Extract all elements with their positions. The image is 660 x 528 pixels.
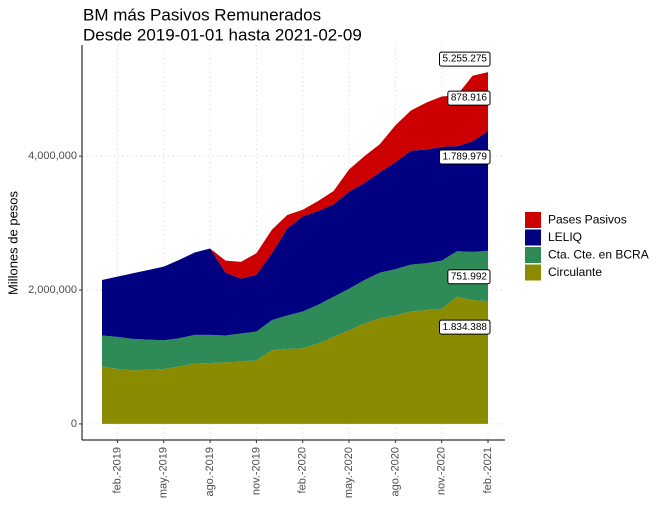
label-box bbox=[447, 90, 491, 106]
legend-label: Pases Pasivos bbox=[548, 213, 627, 227]
x-tick-label: feb.-2019 bbox=[111, 447, 123, 493]
legend-label: Cta. Cte. en BCRA bbox=[548, 248, 649, 262]
area bbox=[102, 130, 488, 341]
y-tick-label: 0 bbox=[71, 418, 77, 430]
value-label: 1.834.388 bbox=[439, 319, 491, 335]
area bbox=[102, 296, 488, 424]
area bbox=[102, 250, 488, 371]
x-tick-label: may.-2020 bbox=[343, 447, 355, 498]
value-label-text: 1.789.979 bbox=[443, 152, 488, 163]
legend-swatch bbox=[525, 212, 541, 228]
value-label-text: 878.916 bbox=[451, 93, 488, 104]
value-label: 1.789.979 bbox=[439, 149, 491, 165]
value-label: 5.255.275 bbox=[439, 51, 491, 67]
y-axis-label: Millones de pesos bbox=[5, 190, 20, 295]
y-tick-label: 2,000,000 bbox=[28, 284, 77, 296]
value-label: 878.916 bbox=[447, 90, 491, 106]
legend-label: LELIQ bbox=[548, 230, 582, 244]
x-tick-label: may.-2019 bbox=[158, 447, 170, 498]
label-box bbox=[439, 51, 491, 67]
legend-swatch bbox=[525, 229, 541, 246]
x-tick-label: ago.-2020 bbox=[389, 447, 401, 497]
chart-title: BM más Pasivos Remunerados bbox=[83, 5, 321, 24]
label-box bbox=[439, 319, 491, 335]
label-box bbox=[439, 149, 491, 165]
label-box bbox=[447, 269, 491, 285]
value-label: 751.992 bbox=[447, 269, 491, 285]
legend-swatch bbox=[525, 264, 541, 281]
x-tick-label: feb.-2021 bbox=[482, 447, 494, 493]
y-tick-label: 4,000,000 bbox=[28, 150, 77, 162]
x-tick-label: nov.-2019 bbox=[250, 447, 262, 495]
chart-subtitle: Desde 2019-01-01 hasta 2021-02-09 bbox=[83, 25, 362, 44]
value-label-text: 5.255.275 bbox=[443, 54, 488, 65]
x-tick-label: feb.-2020 bbox=[297, 447, 309, 493]
x-tick-label: nov.-2020 bbox=[436, 447, 448, 495]
value-label-text: 1.834.388 bbox=[443, 322, 488, 333]
legend-label: Circulante bbox=[548, 265, 602, 279]
legend-swatch bbox=[525, 247, 541, 263]
value-label-text: 751.992 bbox=[451, 271, 488, 282]
x-tick-label: ago.-2019 bbox=[204, 447, 216, 497]
